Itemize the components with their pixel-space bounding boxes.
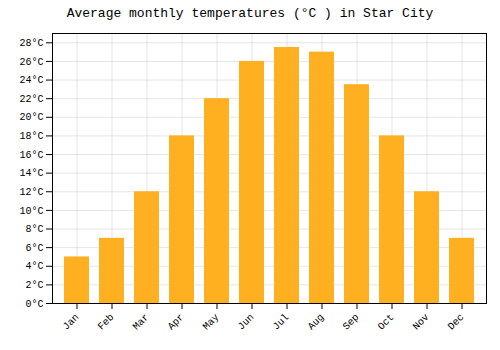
svg-text:8°C: 8°C xyxy=(25,224,43,235)
svg-text:Jun: Jun xyxy=(236,312,257,333)
svg-text:Nov: Nov xyxy=(411,312,432,333)
svg-text:12°C: 12°C xyxy=(19,187,43,198)
svg-text:18°C: 18°C xyxy=(19,131,43,142)
svg-text:14°C: 14°C xyxy=(19,168,43,179)
svg-text:22°C: 22°C xyxy=(19,94,43,105)
svg-text:Aug: Aug xyxy=(306,312,327,333)
svg-text:Oct: Oct xyxy=(376,312,397,333)
svg-text:0°C: 0°C xyxy=(25,299,43,310)
svg-text:26°C: 26°C xyxy=(19,57,43,68)
svg-text:6°C: 6°C xyxy=(25,243,43,254)
svg-text:2°C: 2°C xyxy=(25,280,43,291)
svg-text:Mar: Mar xyxy=(131,312,152,333)
svg-text:Jul: Jul xyxy=(271,312,292,333)
html-text:Average monthly temperatures (: Average monthly temperatures (°C ) in St… xyxy=(66,6,434,21)
svg-text:28°C: 28°C xyxy=(19,38,43,49)
svg-text:20°C: 20°C xyxy=(19,112,43,123)
svg-text:Feb: Feb xyxy=(96,312,117,333)
svg-text:Dec: Dec xyxy=(446,312,467,333)
svg-text:May: May xyxy=(201,312,222,333)
svg-text:Jan: Jan xyxy=(61,312,82,333)
svg-text:4°C: 4°C xyxy=(25,261,43,272)
svg-text:24°C: 24°C xyxy=(19,75,43,86)
svg-text:10°C: 10°C xyxy=(19,206,43,217)
svg-text:Apr: Apr xyxy=(166,312,187,333)
svg-text:16°C: 16°C xyxy=(19,150,43,161)
svg-text:Sep: Sep xyxy=(341,312,362,333)
